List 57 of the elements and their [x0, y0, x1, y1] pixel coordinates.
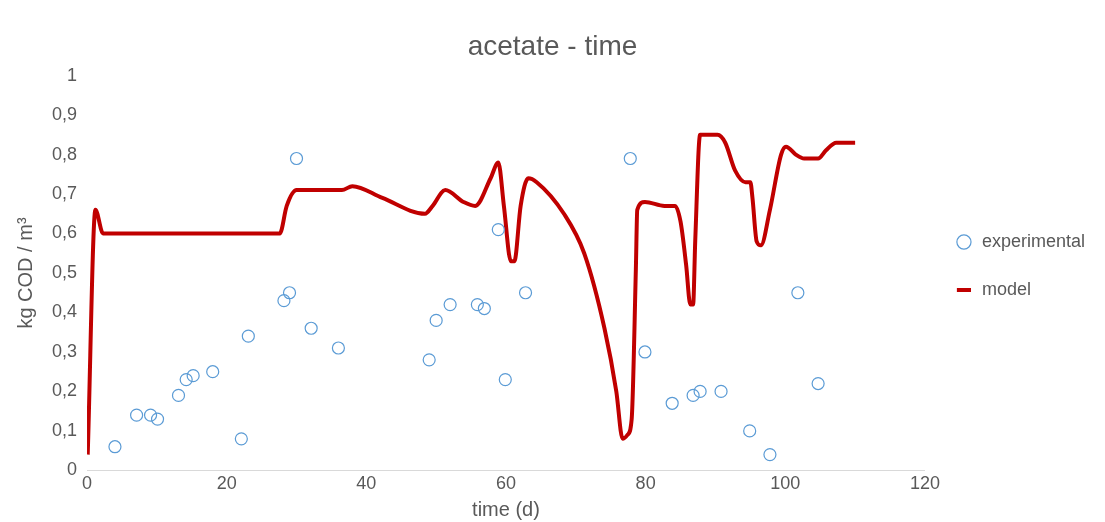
- y-tick-label: 0: [67, 459, 78, 480]
- point: [331, 341, 345, 355]
- point: [234, 432, 248, 446]
- point: [743, 424, 757, 438]
- y-tick-label: 0,1: [51, 419, 78, 440]
- point: [422, 353, 436, 367]
- legend-label: model: [981, 278, 1031, 299]
- point: [304, 321, 318, 335]
- point: [714, 384, 728, 399]
- line-series: [87, 132, 858, 457]
- y-tick-label: 0,5: [51, 261, 78, 282]
- point: [282, 286, 297, 300]
- x-axis-title: time (d): [472, 497, 540, 520]
- legend-label: experimental: [981, 230, 1086, 251]
- point: [277, 294, 291, 308]
- chart-title: acetate - time: [467, 29, 638, 61]
- point: [686, 388, 700, 402]
- y-tick-label: 0,3: [51, 340, 78, 361]
- x-tick-label: 0: [82, 473, 93, 494]
- point: [206, 365, 220, 379]
- x-tick-label: 120: [909, 473, 940, 494]
- x-tick-label: 20: [216, 473, 237, 494]
- point: [477, 301, 491, 316]
- point: [241, 329, 255, 343]
- point: [693, 384, 707, 399]
- point: [498, 373, 512, 387]
- point: [665, 396, 679, 410]
- point: [443, 297, 457, 312]
- y-tick-label: 0,2: [51, 380, 78, 401]
- point: [623, 151, 637, 166]
- point: [763, 448, 777, 462]
- point: [811, 376, 825, 391]
- point: [108, 440, 122, 454]
- y-tick-label: 0,4: [51, 301, 78, 322]
- point: [470, 297, 484, 312]
- y-tick-label: 1: [67, 64, 78, 85]
- y-tick-label: 0,7: [51, 183, 78, 204]
- point: [143, 408, 158, 422]
- point: [130, 408, 144, 422]
- y-tick-label: 0,6: [51, 222, 78, 243]
- y-axis-title: kg COD / m³: [13, 217, 36, 329]
- y-tick-label: 0,8: [51, 143, 78, 164]
- point: [179, 373, 193, 387]
- point: [289, 151, 304, 166]
- point: [429, 313, 443, 327]
- x-tick-label: 100: [770, 473, 801, 494]
- point: [491, 222, 505, 237]
- point: [186, 369, 200, 383]
- point: [150, 412, 165, 426]
- x-tick-label: 80: [635, 473, 656, 494]
- point: [171, 388, 186, 402]
- x-tick-label: 60: [495, 473, 516, 494]
- point: [638, 345, 652, 359]
- y-tick-label: 0,9: [51, 104, 78, 125]
- x-tick-label: 40: [356, 473, 377, 494]
- point: [518, 286, 533, 300]
- point: [791, 286, 805, 300]
